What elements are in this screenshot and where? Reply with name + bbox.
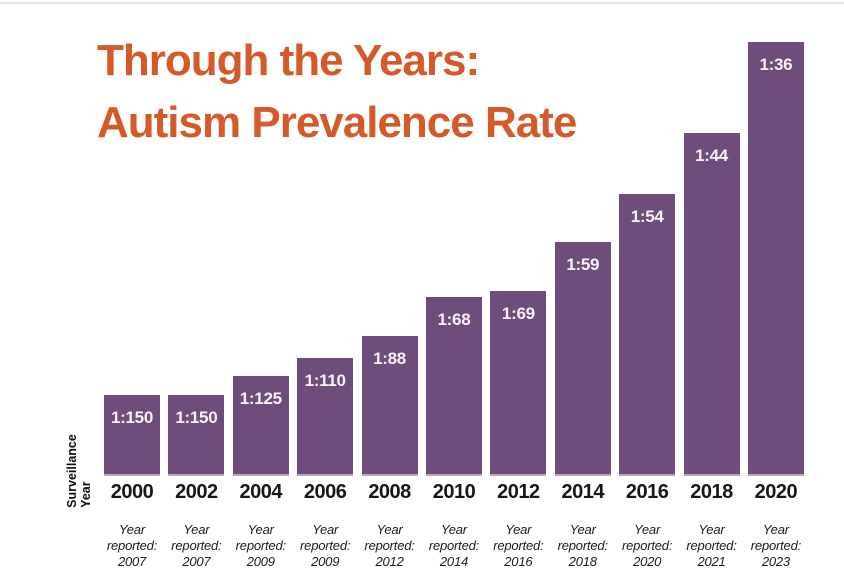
year-reported-value: 2007: [182, 554, 211, 569]
bar-value-label: 1:68: [437, 310, 471, 329]
bar-column: 1:110 2006 Year reported: 2009: [297, 358, 354, 570]
year-reported-line-2: reported:: [300, 538, 351, 553]
year-reported-line-2: reported:: [428, 538, 480, 553]
year-reported-value: 2009: [246, 554, 275, 569]
year-reported-label: Year reported: 2009: [297, 508, 353, 570]
bar-column: 1:150 2002 Year reported: 2007: [168, 395, 225, 570]
year-reported-line-1: Year: [634, 522, 661, 537]
surveillance-year-label: 2014: [561, 480, 604, 503]
bar-column: 1:125 2004 Year reported: 2009: [232, 376, 289, 570]
year-reported-label: Year reported: 2018: [555, 508, 611, 570]
year-reported-label: Year reported: 2007: [168, 508, 224, 570]
year-reported-line-1: Year: [698, 522, 725, 537]
year-reported-line-1: Year: [312, 522, 339, 537]
surveillance-year-label: 2004: [239, 480, 283, 503]
bar-value-label: 1:54: [630, 207, 664, 226]
year-reported-line-2: reported:: [622, 538, 673, 553]
prevalence-bar: 1:125: [232, 376, 289, 476]
year-reported-line-2: reported:: [171, 538, 222, 553]
prevalence-bar: 1:44: [683, 133, 740, 476]
surveillance-year-label: 2012: [497, 480, 540, 503]
prevalence-bar: 1:150: [104, 395, 160, 476]
prevalence-bar: 1:59: [554, 242, 611, 476]
year-reported-line-1: Year: [376, 522, 403, 537]
surveillance-year-label: 2020: [754, 480, 798, 503]
bar-value-label: 1:36: [759, 55, 793, 74]
bar-chart: 1:150 2000 Year reported: 2007 1:150 200…: [104, 42, 804, 570]
year-reported-line-2: reported:: [557, 538, 608, 553]
bar-value-label: 1:59: [566, 255, 600, 274]
y-axis-label-line-2: Year: [79, 481, 93, 508]
prevalence-bar: 1:69: [490, 291, 547, 476]
chart-title-line-1: Through the Years:: [97, 36, 480, 85]
year-reported-value: 2023: [761, 554, 790, 569]
surveillance-year-label: 2010: [432, 480, 476, 503]
bar-value-label: 1:88: [373, 349, 406, 368]
bar-column: 1:69 2012 Year reported: 2016: [490, 291, 547, 570]
y-axis-label-line-1: Surveillance: [65, 434, 79, 508]
year-reported-line-2: reported:: [106, 538, 158, 553]
year-reported-value: 2009: [311, 554, 340, 569]
year-reported-line-2: reported:: [364, 538, 415, 553]
year-reported-value: 2016: [504, 554, 533, 569]
bar-column: 1:68 2010 Year reported: 2014: [425, 297, 482, 570]
surveillance-year-label: 2008: [368, 480, 411, 503]
year-reported-value: 2020: [633, 554, 662, 569]
bar-column: 1:88 2008 Year reported: 2012: [361, 336, 418, 570]
year-reported-value: 2012: [375, 554, 404, 569]
year-reported-label: Year reported: 2009: [233, 508, 289, 570]
bar-column: 1:54 2016 Year reported: 2020: [619, 194, 676, 570]
prevalence-bar: 1:68: [425, 297, 482, 476]
year-reported-label: Year reported: 2014: [426, 508, 482, 570]
chart-title: Through the Years: Autism Prevalence Rat…: [97, 30, 577, 154]
year-reported-label: Year reported: 2007: [104, 508, 160, 570]
prevalence-bar: 1:36: [747, 42, 804, 476]
bar-value-label: 1:150: [111, 408, 153, 427]
bar-value-label: 1:69: [501, 304, 535, 323]
surveillance-year-label: 2000: [110, 480, 154, 503]
year-reported-value: 2007: [117, 554, 147, 569]
year-reported-value: 2014: [439, 554, 469, 569]
surveillance-year-label: 2006: [303, 480, 347, 503]
year-reported-line-2: reported:: [686, 538, 737, 553]
surveillance-year-label: 2018: [690, 480, 733, 503]
surveillance-year-label: 2016: [625, 480, 669, 503]
year-reported-label: Year reported: 2023: [748, 508, 804, 570]
year-reported-line-1: Year: [762, 522, 789, 537]
y-axis-label: Surveillance Year: [65, 434, 93, 508]
chart-title-line-2: Autism Prevalence Rate: [97, 98, 577, 147]
bar-column: 1:44 2018 Year reported: 2021: [683, 133, 740, 570]
bar-column: 1:150 2000 Year reported: 2007: [104, 395, 160, 570]
year-reported-line-2: reported:: [493, 538, 544, 553]
prevalence-bar: 1:54: [619, 194, 676, 476]
prevalence-bar: 1:110: [297, 358, 354, 476]
bar-value-label: 1:150: [175, 408, 218, 427]
year-reported-line-1: Year: [569, 522, 596, 537]
year-reported-label: Year reported: 2020: [619, 508, 675, 570]
year-reported-line-1: Year: [505, 522, 532, 537]
year-reported-label: Year reported: 2021: [684, 508, 740, 570]
bar-column: 1:59 2014 Year reported: 2018: [554, 242, 611, 570]
bar-value-label: 1:44: [695, 146, 728, 165]
bar-value-label: 1:110: [304, 371, 346, 390]
bar-column: 1:36 2020 Year reported: 2023: [747, 42, 804, 570]
top-accent-line: [0, 2, 844, 4]
year-reported-line-2: reported:: [235, 538, 286, 553]
year-reported-value: 2021: [697, 554, 726, 569]
year-reported-line-1: Year: [440, 522, 467, 537]
bar-value-label: 1:125: [239, 389, 282, 408]
year-reported-line-1: Year: [183, 522, 210, 537]
year-reported-line-2: reported:: [750, 538, 802, 553]
year-reported-line-1: Year: [119, 522, 145, 537]
year-reported-label: Year reported: 2012: [362, 508, 418, 570]
surveillance-year-label: 2002: [175, 480, 218, 503]
prevalence-bar: 1:150: [168, 395, 225, 476]
year-reported-line-1: Year: [247, 522, 274, 537]
year-reported-value: 2018: [568, 554, 597, 569]
year-reported-label: Year reported: 2016: [490, 508, 546, 570]
prevalence-bar: 1:88: [361, 336, 418, 476]
